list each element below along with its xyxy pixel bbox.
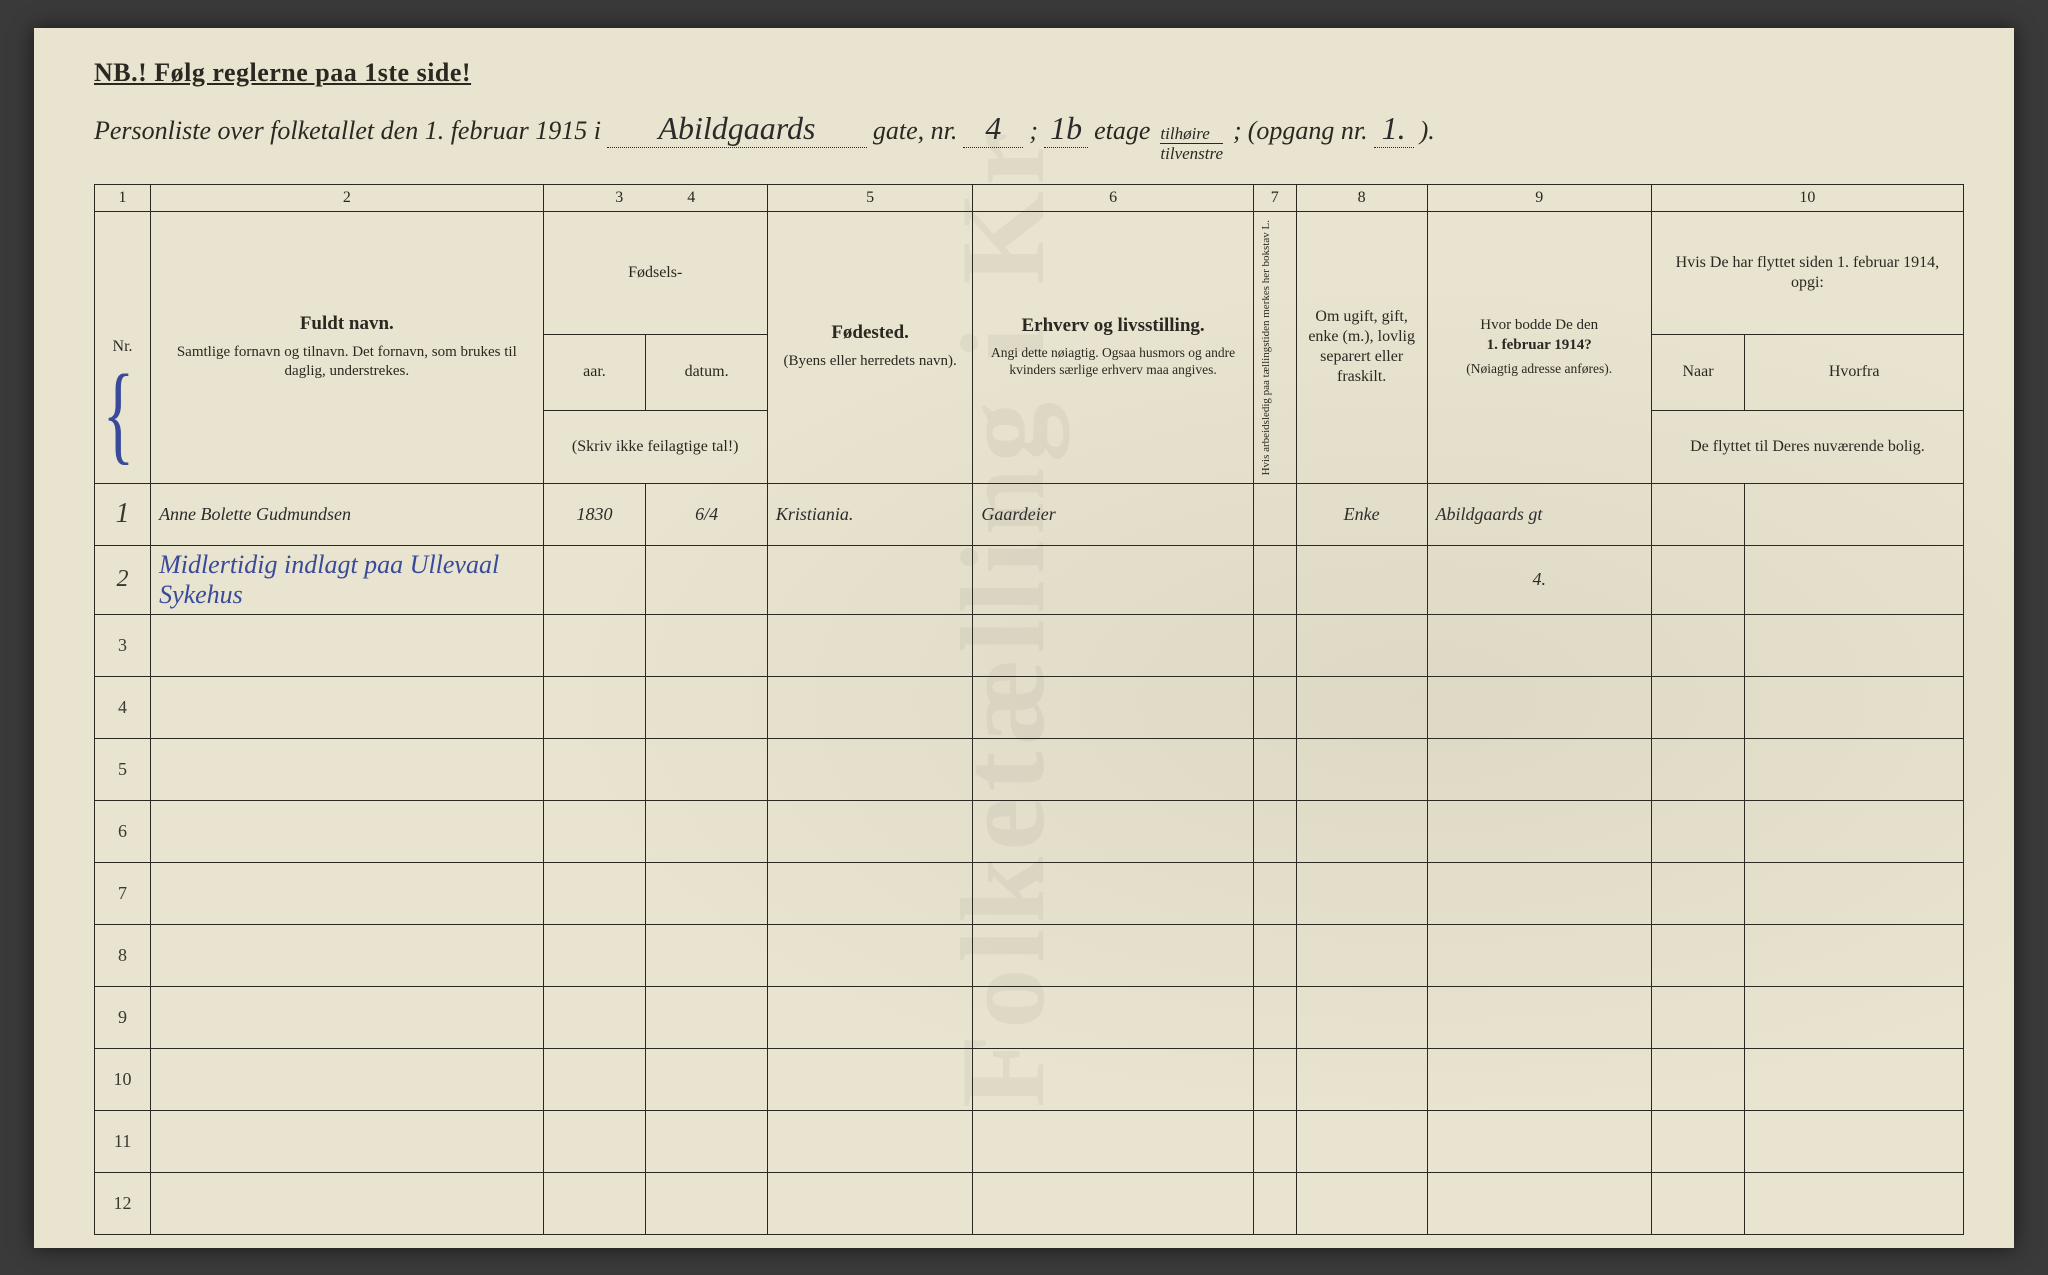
table-row: 10: [95, 1048, 1964, 1110]
row-nr: 11: [95, 1110, 151, 1172]
col2-header: Fuldt navn. Samtlige fornavn og tilnavn.…: [151, 211, 544, 483]
row-nr: 8: [95, 924, 151, 986]
frac-top: tilhøire: [1160, 125, 1223, 144]
table-row: 5: [95, 738, 1964, 800]
row-name: Midlertidig indlagt paa Ullevaal Sykehus: [151, 545, 544, 614]
side-fraction: tilhøire tilvenstre: [1160, 125, 1223, 162]
opgang-label: (opgang nr.: [1248, 116, 1368, 146]
col9-header: Hvor bodde De den1. februar 1914? (Nøiag…: [1427, 211, 1651, 483]
table-row: 6: [95, 800, 1964, 862]
row-col7: [1253, 545, 1296, 614]
row-from: [1745, 545, 1964, 614]
row-nr: 12: [95, 1172, 151, 1234]
row-nr: 5: [95, 738, 151, 800]
col34-group-header: Fødsels-: [543, 211, 767, 335]
row-status: Enke: [1296, 483, 1427, 545]
table-body: 1 Anne Bolette Gudmundsen 1830 6/4 Krist…: [95, 483, 1964, 1234]
row-status: [1296, 545, 1427, 614]
table-row: 8: [95, 924, 1964, 986]
col3-header: aar.: [543, 335, 646, 410]
row-addr: 4.: [1427, 545, 1651, 614]
col6-header: Erhverv og livsstilling. Angi dette nøia…: [973, 211, 1253, 483]
colnum-10: 10: [1651, 184, 1963, 211]
row-nr: 4: [95, 676, 151, 738]
row-addr: Abildgaards gt: [1427, 483, 1651, 545]
table-row: 3: [95, 614, 1964, 676]
gate-number: 4: [963, 110, 1023, 148]
row-nr: 7: [95, 862, 151, 924]
etage-label: etage: [1094, 116, 1150, 146]
col10a-header: Naar: [1651, 335, 1744, 410]
row-from: [1745, 483, 1964, 545]
colnum-1: 1: [95, 184, 151, 211]
row-date: 6/4: [646, 483, 767, 545]
col5-header: Fødested. (Byens eller herredets navn).: [767, 211, 973, 483]
table-row: 4: [95, 676, 1964, 738]
row-occupation: Gaardeier: [973, 483, 1253, 545]
colnum-6: 6: [973, 184, 1253, 211]
row-occupation: [973, 545, 1253, 614]
frac-bottom: tilvenstre: [1160, 144, 1223, 162]
header-prefix: Personliste over folketallet den 1. febr…: [94, 116, 601, 146]
etage-number: 1b: [1044, 110, 1088, 148]
semicolon: ;: [1029, 116, 1038, 146]
row-birthplace: [767, 545, 973, 614]
row-col7: [1253, 483, 1296, 545]
col8-header: Om ugift, gift, enke (m.), lovlig separe…: [1296, 211, 1427, 483]
table-row: 12: [95, 1172, 1964, 1234]
col7-header: Hvis arbeidsledig paa tællingstiden merk…: [1253, 211, 1296, 483]
opgang-number: 1.: [1374, 110, 1414, 148]
semicolon2: ;: [1233, 116, 1242, 146]
row-nr: 6: [95, 800, 151, 862]
colnum-8: 8: [1296, 184, 1427, 211]
row-when: [1651, 545, 1744, 614]
row-year: [543, 545, 646, 614]
header-nb-line: NB.! Følg reglerne paa 1ste side!: [94, 58, 1964, 88]
colnum-2: 2: [151, 184, 544, 211]
col10b-header: Hvorfra: [1745, 335, 1964, 410]
colnum-5: 5: [767, 184, 973, 211]
row-year: 1830: [543, 483, 646, 545]
table-row: 7: [95, 862, 1964, 924]
col10-sub: De flyttet til Deres nuværende bolig.: [1651, 410, 1963, 483]
curly-brace-annotation: {: [103, 380, 135, 446]
colnum-7: 7: [1253, 184, 1296, 211]
row-nr: 10: [95, 1048, 151, 1110]
row-name: Anne Bolette Gudmundsen: [151, 483, 544, 545]
header-title-line: Personliste over folketallet den 1. febr…: [94, 110, 1964, 162]
row-date: [646, 545, 767, 614]
row-nr: 2: [95, 545, 151, 614]
colnum-34: 3 4: [543, 184, 767, 211]
table-header: 1 2 3 4 5 6 7 8 9 10 Nr. Fuldt navn. Sam…: [95, 184, 1964, 483]
col10-header: Hvis De har flyttet siden 1. februar 191…: [1651, 211, 1963, 335]
table-row: 1 Anne Bolette Gudmundsen 1830 6/4 Krist…: [95, 483, 1964, 545]
street-name: Abildgaards: [607, 110, 867, 148]
col34-note: (Skriv ikke feilagtige tal!): [543, 410, 767, 483]
row-nr: 1: [95, 483, 151, 545]
row-nr: 9: [95, 986, 151, 1048]
table-row: 9: [95, 986, 1964, 1048]
row-birthplace: Kristiania.: [767, 483, 973, 545]
row-when: [1651, 483, 1744, 545]
gate-label: gate, nr.: [873, 116, 958, 146]
row-nr: 3: [95, 614, 151, 676]
col4-header: datum.: [646, 335, 767, 410]
close-paren: ).: [1420, 116, 1435, 146]
table-row: 2 Midlertidig indlagt paa Ullevaal Sykeh…: [95, 545, 1964, 614]
census-table: 1 2 3 4 5 6 7 8 9 10 Nr. Fuldt navn. Sam…: [94, 184, 1964, 1235]
table-row: 11: [95, 1110, 1964, 1172]
colnum-9: 9: [1427, 184, 1651, 211]
census-form-page: Folketælling i Kr NB.! Følg reglerne paa…: [34, 28, 2014, 1248]
